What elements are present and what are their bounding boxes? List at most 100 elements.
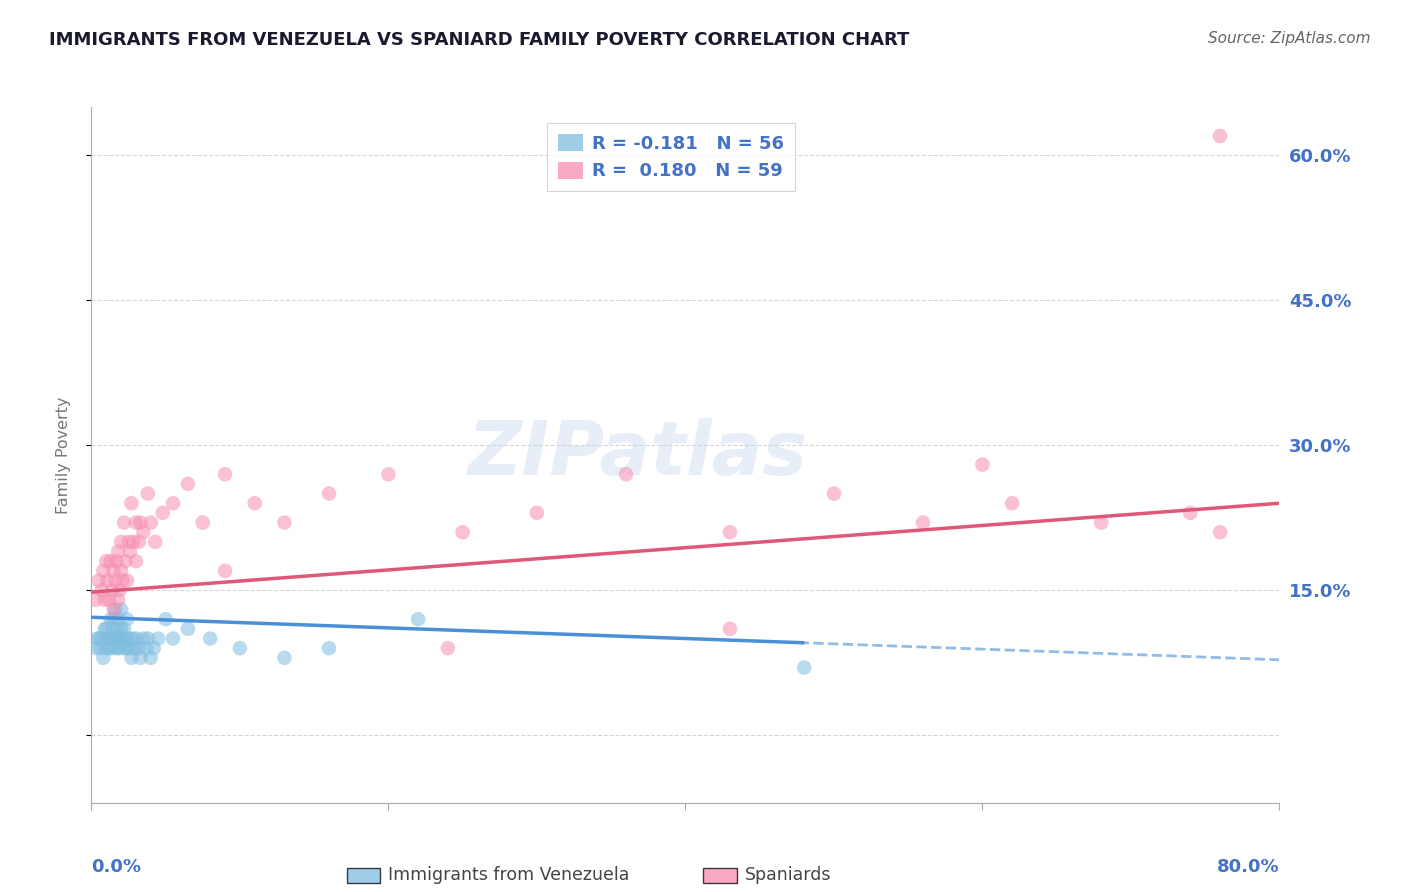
Point xyxy=(1209,525,1232,540)
Point xyxy=(97,632,120,646)
Point xyxy=(155,612,177,626)
Point xyxy=(718,622,741,636)
Point xyxy=(111,632,134,646)
Point xyxy=(107,632,129,646)
Point xyxy=(1001,496,1024,510)
Point xyxy=(91,651,114,665)
Point xyxy=(526,506,548,520)
Point xyxy=(177,622,200,636)
Point xyxy=(115,574,138,588)
Point xyxy=(117,534,139,549)
Point xyxy=(96,641,118,656)
Point xyxy=(103,564,125,578)
Point xyxy=(118,544,141,558)
Point xyxy=(100,612,122,626)
Point xyxy=(118,641,141,656)
Point xyxy=(107,544,129,558)
Point xyxy=(122,534,145,549)
Point xyxy=(132,525,155,540)
Point xyxy=(117,632,139,646)
Point xyxy=(129,516,152,530)
Point xyxy=(318,486,340,500)
Text: Spaniards: Spaniards xyxy=(745,866,831,884)
Point xyxy=(125,554,148,568)
FancyBboxPatch shape xyxy=(703,868,737,883)
Point xyxy=(125,632,148,646)
Point xyxy=(96,554,118,568)
Point xyxy=(101,641,124,656)
Point xyxy=(110,622,132,636)
Text: 80.0%: 80.0% xyxy=(1216,858,1279,877)
Point xyxy=(129,651,152,665)
Text: Immigrants from Venezuela: Immigrants from Venezuela xyxy=(388,866,630,884)
Point xyxy=(110,602,132,616)
Point xyxy=(124,641,146,656)
Point xyxy=(214,564,236,578)
Point xyxy=(436,641,458,656)
Point xyxy=(112,641,135,656)
Text: 0.0%: 0.0% xyxy=(91,858,142,877)
Point xyxy=(98,592,121,607)
Point xyxy=(101,622,124,636)
Point xyxy=(107,612,129,626)
Point xyxy=(121,496,143,510)
Point xyxy=(105,554,128,568)
Point xyxy=(614,467,637,482)
Point xyxy=(122,632,145,646)
Point xyxy=(135,641,157,656)
Point xyxy=(110,534,132,549)
Point xyxy=(94,592,117,607)
Point xyxy=(105,622,128,636)
Point xyxy=(121,651,143,665)
Point xyxy=(229,641,252,656)
Point xyxy=(451,525,474,540)
Point xyxy=(90,632,112,646)
Point xyxy=(98,641,121,656)
Point xyxy=(86,632,108,646)
Point xyxy=(100,632,122,646)
Point xyxy=(112,622,135,636)
Point xyxy=(1090,516,1112,530)
Y-axis label: Family Poverty: Family Poverty xyxy=(56,396,70,514)
Point xyxy=(96,622,118,636)
Point xyxy=(214,467,236,482)
Point xyxy=(139,651,162,665)
Point xyxy=(104,602,127,616)
Point xyxy=(107,592,129,607)
Point xyxy=(104,574,127,588)
Point xyxy=(177,476,200,491)
Point xyxy=(162,632,184,646)
Point xyxy=(111,574,134,588)
Point xyxy=(104,632,127,646)
Point xyxy=(97,574,120,588)
Point xyxy=(191,516,214,530)
Point xyxy=(1180,506,1202,520)
Point xyxy=(115,612,138,626)
Point xyxy=(100,554,122,568)
Point xyxy=(110,564,132,578)
Point xyxy=(718,525,741,540)
Point xyxy=(112,516,135,530)
Point xyxy=(103,602,125,616)
Legend: R = -0.181   N = 56, R =  0.180   N = 59: R = -0.181 N = 56, R = 0.180 N = 59 xyxy=(547,123,796,191)
Point xyxy=(823,486,845,500)
Point xyxy=(162,496,184,510)
Point xyxy=(108,632,131,646)
Point xyxy=(101,583,124,598)
Point xyxy=(143,534,166,549)
Point xyxy=(87,632,110,646)
Point xyxy=(139,516,162,530)
Point xyxy=(115,641,138,656)
Point xyxy=(972,458,994,472)
Point xyxy=(200,632,222,646)
Point xyxy=(273,516,295,530)
Point xyxy=(87,574,110,588)
FancyBboxPatch shape xyxy=(347,868,380,883)
Point xyxy=(103,632,125,646)
Point xyxy=(125,516,148,530)
Point xyxy=(89,641,111,656)
Point xyxy=(84,592,107,607)
Point xyxy=(243,496,266,510)
Point xyxy=(136,486,159,500)
Point xyxy=(128,534,150,549)
